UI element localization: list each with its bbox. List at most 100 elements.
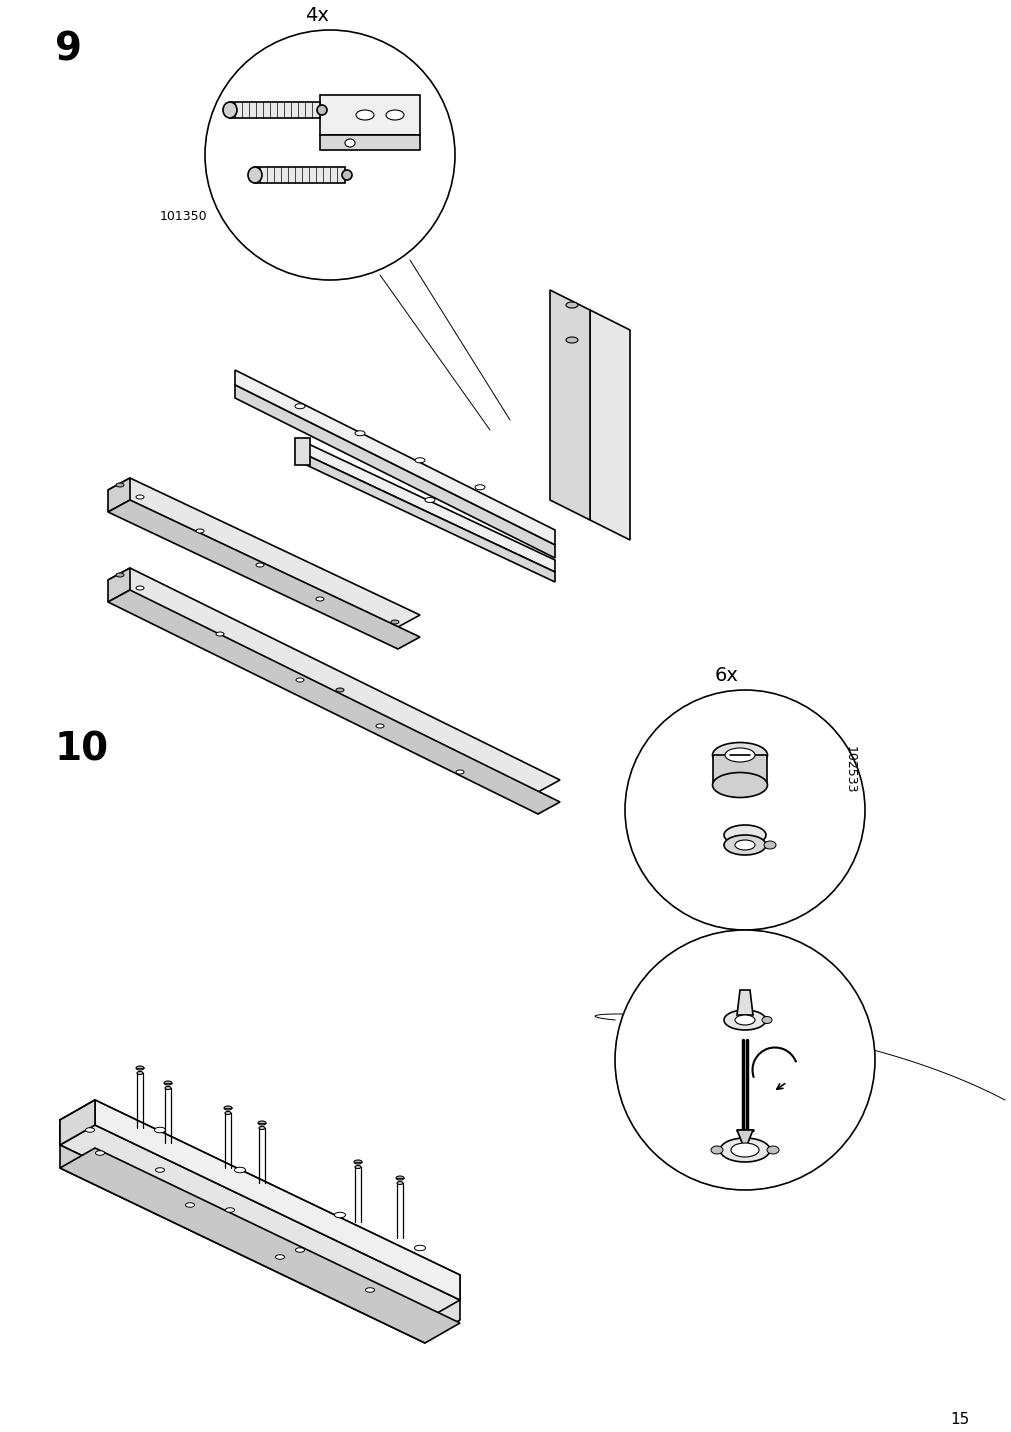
Ellipse shape [355,431,365,435]
Ellipse shape [712,743,766,768]
Circle shape [615,929,875,1190]
Ellipse shape [385,110,403,120]
Ellipse shape [116,573,124,577]
Ellipse shape [222,102,237,117]
Ellipse shape [565,302,577,308]
Ellipse shape [135,1065,144,1070]
Polygon shape [736,990,752,1015]
Polygon shape [108,478,420,627]
Ellipse shape [719,1138,769,1161]
Ellipse shape [395,1176,403,1180]
Ellipse shape [723,835,765,855]
Ellipse shape [275,1254,284,1259]
Ellipse shape [734,1015,754,1025]
Ellipse shape [95,1151,104,1156]
Text: 10: 10 [55,730,109,768]
Ellipse shape [712,772,766,798]
Ellipse shape [155,1127,166,1133]
Polygon shape [736,1130,752,1146]
Text: 101350: 101350 [160,211,207,223]
Text: 6x: 6x [715,666,738,684]
Polygon shape [319,95,420,135]
Ellipse shape [316,105,327,115]
Ellipse shape [376,725,383,727]
Ellipse shape [248,168,262,183]
Polygon shape [255,168,345,183]
Polygon shape [299,453,554,581]
Ellipse shape [342,170,352,180]
Polygon shape [589,309,630,540]
Ellipse shape [565,337,577,344]
Ellipse shape [730,1143,758,1157]
Ellipse shape [256,563,264,567]
Polygon shape [295,438,309,465]
Polygon shape [235,385,554,558]
Ellipse shape [85,1128,94,1133]
Text: 102533: 102533 [842,746,855,793]
Ellipse shape [295,1247,304,1252]
Ellipse shape [215,632,223,636]
Text: 9: 9 [55,30,82,67]
Polygon shape [108,569,559,792]
Ellipse shape [156,1167,165,1173]
Ellipse shape [763,841,775,849]
Ellipse shape [724,748,754,762]
Polygon shape [60,1148,460,1343]
Ellipse shape [761,1017,771,1024]
Ellipse shape [258,1121,266,1126]
Polygon shape [108,590,559,813]
Ellipse shape [415,1246,425,1250]
Ellipse shape [723,1010,765,1030]
Polygon shape [60,1146,425,1343]
Ellipse shape [345,139,355,147]
Ellipse shape [185,1203,194,1207]
Ellipse shape [734,841,754,851]
Polygon shape [299,440,554,571]
Ellipse shape [165,1087,171,1090]
Ellipse shape [390,620,398,624]
Text: 4x: 4x [304,6,329,24]
Polygon shape [60,1120,425,1320]
Ellipse shape [711,1146,722,1154]
Ellipse shape [355,1166,361,1169]
Polygon shape [60,1100,460,1295]
Polygon shape [713,755,766,785]
Ellipse shape [259,1127,265,1130]
Polygon shape [319,135,420,150]
Ellipse shape [356,110,374,120]
Text: 15: 15 [949,1412,969,1428]
Ellipse shape [335,1213,345,1217]
Ellipse shape [135,495,144,498]
Circle shape [205,30,455,281]
Ellipse shape [196,528,204,533]
Ellipse shape [295,404,304,408]
Ellipse shape [425,497,435,503]
Ellipse shape [235,1167,246,1173]
Polygon shape [229,102,319,117]
Ellipse shape [225,1207,235,1213]
Ellipse shape [365,1287,374,1292]
Polygon shape [60,1100,95,1146]
Polygon shape [108,500,420,649]
Ellipse shape [116,483,124,487]
Ellipse shape [723,825,765,845]
Circle shape [625,690,864,929]
Ellipse shape [336,687,344,692]
Ellipse shape [164,1081,172,1085]
Ellipse shape [396,1181,402,1184]
Polygon shape [549,291,589,520]
Ellipse shape [354,1160,362,1164]
Ellipse shape [415,458,425,463]
Polygon shape [108,478,129,513]
Ellipse shape [136,1071,143,1074]
Ellipse shape [135,586,144,590]
Ellipse shape [474,485,484,490]
Polygon shape [95,1100,460,1300]
Polygon shape [425,1274,460,1340]
Polygon shape [60,1100,95,1146]
Ellipse shape [315,597,324,601]
Polygon shape [235,369,554,546]
Ellipse shape [223,1106,232,1110]
Ellipse shape [224,1111,231,1114]
Polygon shape [108,569,129,601]
